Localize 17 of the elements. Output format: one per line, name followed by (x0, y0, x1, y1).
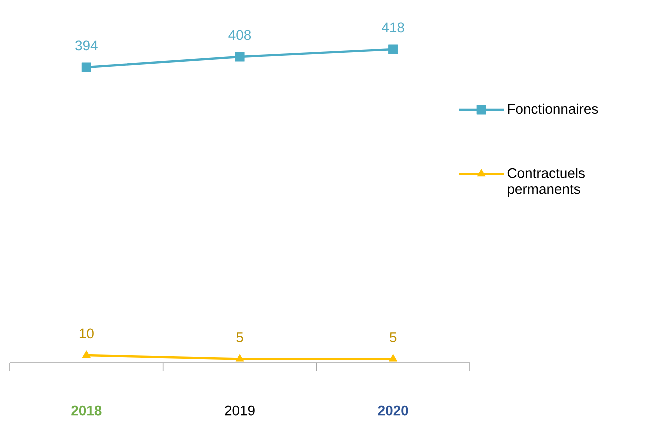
legend-label: Contractuels permanents (508, 168, 585, 197)
data-label: 5 (236, 332, 244, 342)
x-tick-label: 2018 (72, 406, 102, 416)
data-label: 10 (80, 328, 94, 339)
point (82, 350, 91, 358)
point (82, 62, 92, 72)
data-label: 418 (382, 22, 404, 33)
data-label: 394 (76, 40, 98, 51)
x-tick-label: 2020 (378, 406, 408, 416)
legend-label: Fonctionnaires (508, 104, 598, 114)
point (235, 52, 245, 62)
x-tick-label: 2019 (225, 406, 255, 416)
point (389, 354, 398, 362)
data-label: 5 (390, 332, 397, 342)
data-label: 408 (228, 30, 252, 40)
point (236, 354, 244, 362)
point (388, 44, 398, 54)
